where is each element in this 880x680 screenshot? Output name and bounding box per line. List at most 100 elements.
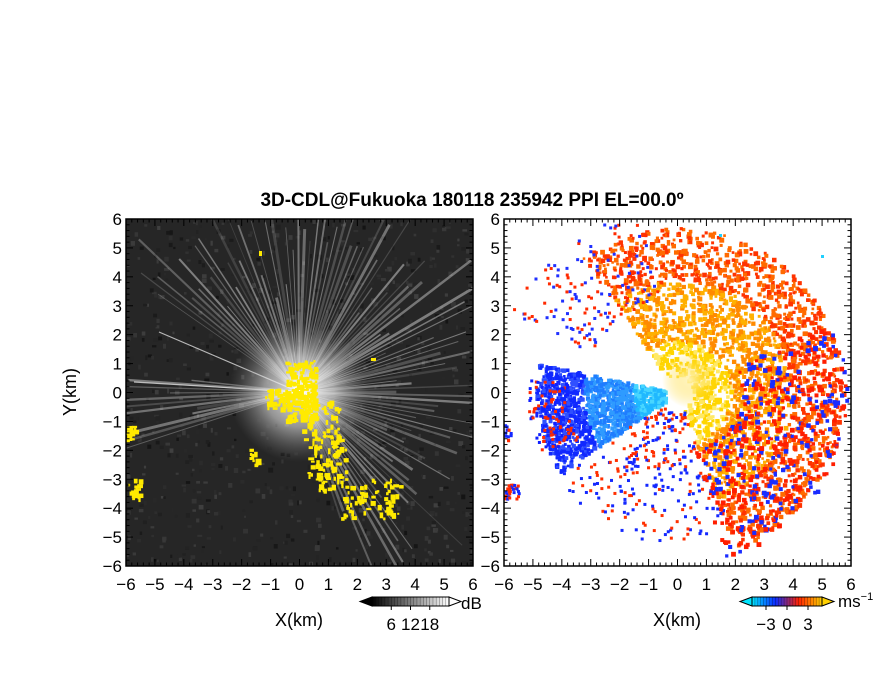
velocity-pixel <box>689 411 694 416</box>
saturated-pixel <box>351 516 357 521</box>
velocity-pixel <box>779 377 784 382</box>
velocity-pixel <box>819 387 825 393</box>
velocity-pixel <box>747 492 752 497</box>
velocity-pixel <box>739 394 742 398</box>
velocity-pixel <box>759 354 765 359</box>
noise-speckle <box>469 412 473 416</box>
velocity-pixel <box>741 437 746 442</box>
velocity-pixel <box>780 442 785 447</box>
velocity-pixel <box>726 510 730 513</box>
velocity-pixel <box>597 310 601 314</box>
velocity-pixel <box>696 445 701 450</box>
noise-speckle <box>175 472 179 475</box>
velocity-pixel <box>583 311 587 315</box>
noise-speckle <box>458 393 464 397</box>
velocity-pixel <box>606 302 610 306</box>
velocity-pixel <box>709 296 713 300</box>
noise-speckle <box>218 464 223 468</box>
velocity-pixel <box>821 350 825 354</box>
saturated-pixel <box>312 399 318 403</box>
noise-speckle <box>181 484 187 487</box>
velocity-pixel <box>763 410 768 415</box>
velocity-pixel <box>726 490 731 496</box>
velocity-pixel <box>554 308 558 312</box>
velocity-pixel <box>745 263 750 267</box>
velocity-pixel <box>606 315 610 319</box>
velocity-pixel <box>747 461 752 467</box>
velocity-pixel <box>767 328 771 332</box>
noise-speckle <box>206 394 211 399</box>
velocity-pixel <box>750 454 755 458</box>
velocity-pixel <box>833 353 838 358</box>
velocity-pixel <box>742 479 746 483</box>
velocity-pixel <box>716 235 721 240</box>
noise-speckle <box>210 463 216 466</box>
saturated-pixel <box>339 438 345 443</box>
velocity-pixel <box>833 375 837 378</box>
velocity-pixel <box>839 366 845 372</box>
noise-speckle <box>178 557 183 562</box>
velocity-pixel <box>777 294 782 299</box>
velocity-pixel <box>655 343 660 348</box>
velocity-pixel <box>641 267 645 271</box>
velocity-pixel <box>718 427 722 432</box>
velocity-pixel <box>747 471 753 477</box>
velocity-pixel <box>700 327 705 332</box>
noise-speckle <box>374 353 377 358</box>
velocity-pixel <box>744 492 748 496</box>
saturated-pixel <box>371 495 376 499</box>
noise-speckle <box>141 433 145 436</box>
saturated-pixel <box>314 404 321 407</box>
velocity-pixel <box>769 446 773 450</box>
velocity-pixel <box>663 312 667 316</box>
velocity-pixel <box>818 317 822 322</box>
velocity-pixel <box>744 413 748 418</box>
noise-speckle <box>178 383 182 389</box>
velocity-pixel <box>732 300 736 305</box>
velocity-pixel <box>720 331 725 336</box>
velocity-pixel <box>605 254 610 259</box>
velocity-pixel <box>739 315 743 319</box>
noise-speckle <box>410 501 415 507</box>
saturated-pixel <box>306 411 311 415</box>
noise-speckle <box>331 506 334 511</box>
velocity-pixel <box>780 392 784 396</box>
velocity-pixel <box>760 505 765 511</box>
noise-speckle <box>126 474 131 480</box>
velocity-pixel <box>809 485 813 489</box>
velocity-pixel <box>733 374 738 378</box>
noise-speckle <box>242 470 246 474</box>
noise-speckle <box>205 440 210 444</box>
saturated-pixel <box>330 465 334 470</box>
saturated-pixel <box>304 360 308 366</box>
velocity-pixel <box>612 252 616 256</box>
velocity-pixel <box>747 410 751 414</box>
velocity-pixel <box>714 317 719 323</box>
noise-speckle <box>408 485 414 489</box>
velocity-pixel <box>759 413 764 418</box>
saturated-pixel <box>304 384 308 388</box>
velocity-pixel <box>751 356 756 361</box>
velocity-pixel <box>728 478 734 484</box>
velocity-pixel <box>736 380 740 384</box>
velocity-pixel <box>819 326 824 331</box>
velocity-pixel <box>804 378 809 382</box>
velocity-pixel <box>763 393 767 397</box>
saturated-pixel <box>311 387 315 392</box>
velocity-pixel <box>617 303 621 307</box>
velocity-pixel <box>708 278 712 282</box>
velocity-pixel <box>681 284 686 290</box>
velocity-pixel <box>731 290 735 294</box>
velocity-pixel <box>800 446 805 451</box>
velocity-pixel <box>726 439 731 444</box>
velocity-pixel <box>690 273 694 277</box>
noise-speckle <box>185 460 190 464</box>
noise-speckle <box>390 466 394 470</box>
velocity-pixel <box>693 277 698 281</box>
velocity-pixel <box>730 438 734 443</box>
velocity-pixel <box>693 267 699 273</box>
velocity-pixel <box>646 231 651 236</box>
velocity-pixel <box>760 470 764 474</box>
velocity-pixel <box>638 281 643 286</box>
